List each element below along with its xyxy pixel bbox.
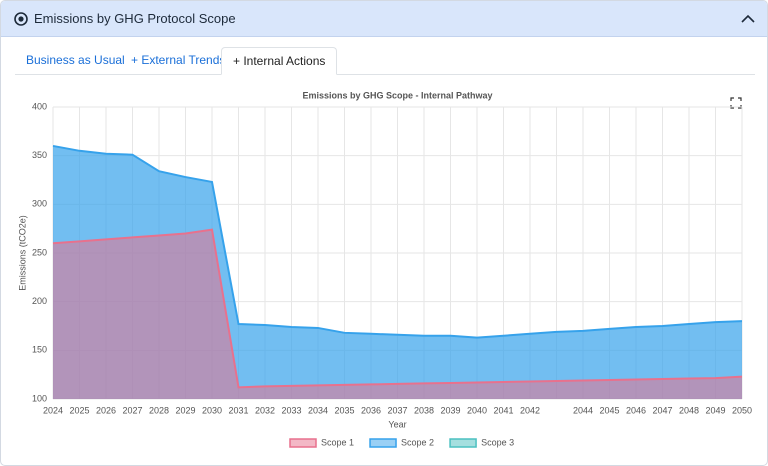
x-tick-label: 2025 — [69, 405, 89, 415]
y-tick-label: 350 — [32, 150, 47, 160]
tab[interactable]: + External Trends — [131, 53, 226, 67]
x-tick-label: 2040 — [467, 405, 487, 415]
panel-header[interactable]: Emissions by GHG Protocol Scope — [1, 1, 767, 37]
x-tick-label: 2029 — [175, 405, 195, 415]
y-tick-label: 150 — [32, 345, 47, 355]
y-tick-label: 100 — [32, 393, 47, 403]
x-tick-label: 2039 — [440, 405, 460, 415]
y-tick-label: 250 — [32, 247, 47, 257]
x-tick-label: 2045 — [599, 405, 619, 415]
x-tick-label: 2027 — [122, 405, 142, 415]
x-tick-label: 2041 — [493, 405, 513, 415]
x-tick-label: 2037 — [387, 405, 407, 415]
y-axis-label: Emissions (tCO2e) — [17, 215, 27, 291]
legend-swatch — [449, 438, 477, 448]
x-tick-label: 2028 — [149, 405, 169, 415]
chart: Emissions by GHG Scope - Internal Pathwa… — [17, 90, 752, 448]
y-tick-label: 300 — [32, 199, 47, 209]
x-tick-label: 2033 — [281, 405, 301, 415]
x-tick-label: 2042 — [520, 405, 540, 415]
area — [53, 229, 742, 399]
x-tick-label: 2032 — [255, 405, 275, 415]
x-tick-label: 2034 — [308, 405, 328, 415]
line — [52, 144, 743, 339]
x-tick-label: 2049 — [705, 405, 725, 415]
chart-title: Emissions by GHG Scope - Internal Pathwa… — [302, 90, 492, 100]
x-tick-label: 2048 — [679, 405, 699, 415]
x-tick-label: 2050 — [732, 405, 752, 415]
x-tick-label: 2024 — [43, 405, 63, 415]
x-tick-label: 2036 — [361, 405, 381, 415]
x-tick-label: 2030 — [202, 405, 222, 415]
x-tick-label: 2047 — [652, 405, 672, 415]
tab-bar: Business as Usual + External Trends + In… — [15, 47, 755, 75]
x-tick-label: 2038 — [414, 405, 434, 415]
line — [52, 228, 743, 389]
legend-label: Scope 1 — [321, 437, 354, 447]
x-tick-label: 2031 — [228, 405, 248, 415]
x-tick-label: 2046 — [626, 405, 646, 415]
collapse-chevron[interactable] — [741, 14, 755, 24]
legend-swatch — [369, 438, 397, 448]
fullscreen-icon[interactable] — [730, 97, 742, 109]
y-tick-label: 400 — [32, 101, 47, 111]
x-tick-label: 2035 — [334, 405, 354, 415]
x-tick-label: 2026 — [96, 405, 116, 415]
y-tick-label: 200 — [32, 296, 47, 306]
tab-active[interactable]: + Internal Actions — [221, 47, 338, 75]
legend-swatch — [289, 438, 317, 448]
legend-label: Scope 3 — [481, 437, 514, 447]
panel-title: Emissions by GHG Protocol Scope — [34, 11, 236, 26]
x-tick-label: 2044 — [573, 405, 593, 415]
x-axis-label: Year — [388, 419, 406, 429]
scope-icon — [14, 12, 28, 26]
tab[interactable]: Business as Usual — [26, 53, 125, 67]
legend-label: Scope 2 — [401, 437, 434, 447]
